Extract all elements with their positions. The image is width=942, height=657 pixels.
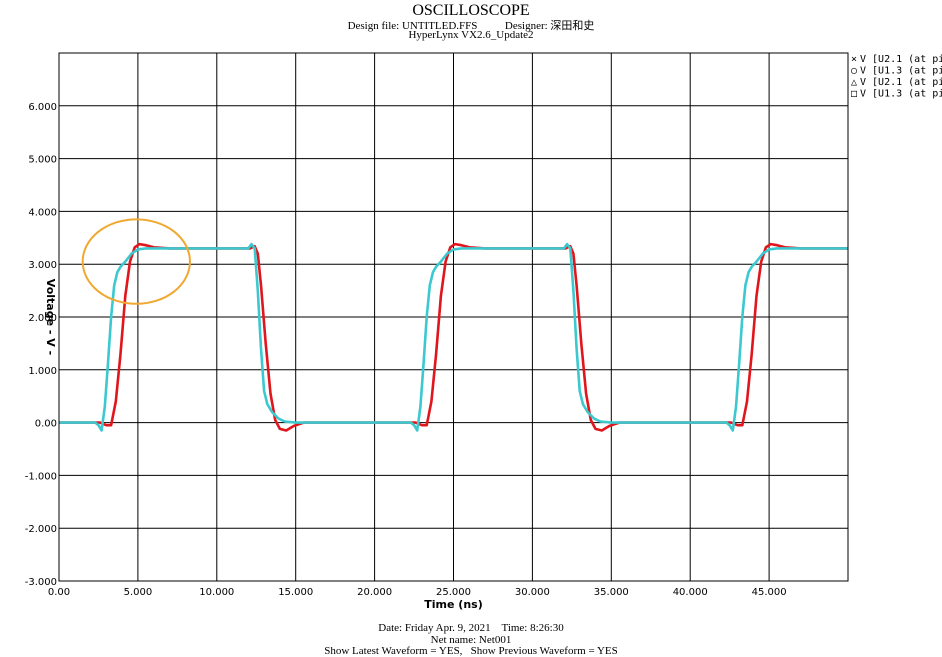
- legend-entry: V [U1.3 (at pin)]: [860, 66, 942, 77]
- y-tick-label: 3.000: [28, 260, 57, 271]
- y-tick-labels: -3.000 -2.000 -1.000 0.00 1.000 2.000 3.000 4.0…: [25, 102, 57, 588]
- y-tick-label: 6.000: [28, 102, 57, 113]
- y-tick-label: 2.000: [28, 313, 57, 324]
- y-tick-label: -1.000: [25, 471, 57, 482]
- x-tick-label: 20.000: [357, 587, 392, 598]
- net-name-line: Net name: Net001: [430, 634, 512, 646]
- annotation-ellipse-group: [81, 218, 191, 305]
- y-tick-label: -2.000: [25, 524, 57, 535]
- legend-marker: ×: [851, 54, 857, 65]
- y-axis-label: Voltage - V -: [44, 279, 57, 355]
- legend-marker: ○: [851, 66, 857, 77]
- legend-entry: V [U2.1 (at pin)]: [860, 54, 942, 65]
- x-tick-labels: 0.00 5.000 10.000 15.000 20.000 25.000 30.000 3…: [48, 587, 787, 598]
- y-tick-label: -3.000: [25, 577, 57, 588]
- x-tick-label: 25.000: [436, 587, 471, 598]
- chart-title: OSCILLOSCOPE: [412, 2, 530, 19]
- y-tick-label: 1.000: [28, 366, 57, 377]
- legend-entry: V [U1.3 (at pin)]: [860, 89, 942, 100]
- y-tick-label: 0.00: [35, 419, 57, 430]
- x-tick-label: 0.00: [48, 587, 70, 598]
- y-tick-label: 5.000: [28, 155, 57, 166]
- date-line: Date: Friday Apr. 9, 2021 Time: 8:26:30: [378, 622, 564, 634]
- series-line-1: [59, 242, 848, 432]
- design-file-line: Design file: UNTITLED.FFS Designer: 深田和史: [347, 20, 595, 32]
- x-tick-label: 10.000: [199, 587, 234, 598]
- legend: ×V [U2.1 (at pin)]○V [U1.3 (at pin)]△V […: [851, 54, 942, 100]
- software-version: HyperLynx VX2.6_Update2: [408, 29, 534, 41]
- x-tick-label: 30.000: [515, 587, 550, 598]
- show-waveform-line: Show Latest Waveform = YES, Show Previou…: [324, 645, 618, 657]
- x-tick-label: 15.000: [278, 587, 313, 598]
- x-tick-label: 45.000: [752, 587, 787, 598]
- x-tick-label: 5.000: [124, 587, 153, 598]
- annotation-ellipse: [81, 218, 191, 305]
- y-tick-label: 4.000: [28, 207, 57, 218]
- legend-marker: △: [851, 77, 857, 88]
- x-tick-label: 35.000: [594, 587, 629, 598]
- x-tick-label: 40.000: [673, 587, 708, 598]
- plot-frame: [58, 52, 849, 582]
- x-axis-label: Time (ns): [424, 598, 482, 611]
- legend-entry: V [U2.1 (at pin)]: [860, 77, 942, 88]
- legend-marker: □: [851, 89, 857, 100]
- waveforms: [59, 242, 848, 432]
- series-line-2: [59, 242, 848, 432]
- grid-lines: [58, 52, 849, 582]
